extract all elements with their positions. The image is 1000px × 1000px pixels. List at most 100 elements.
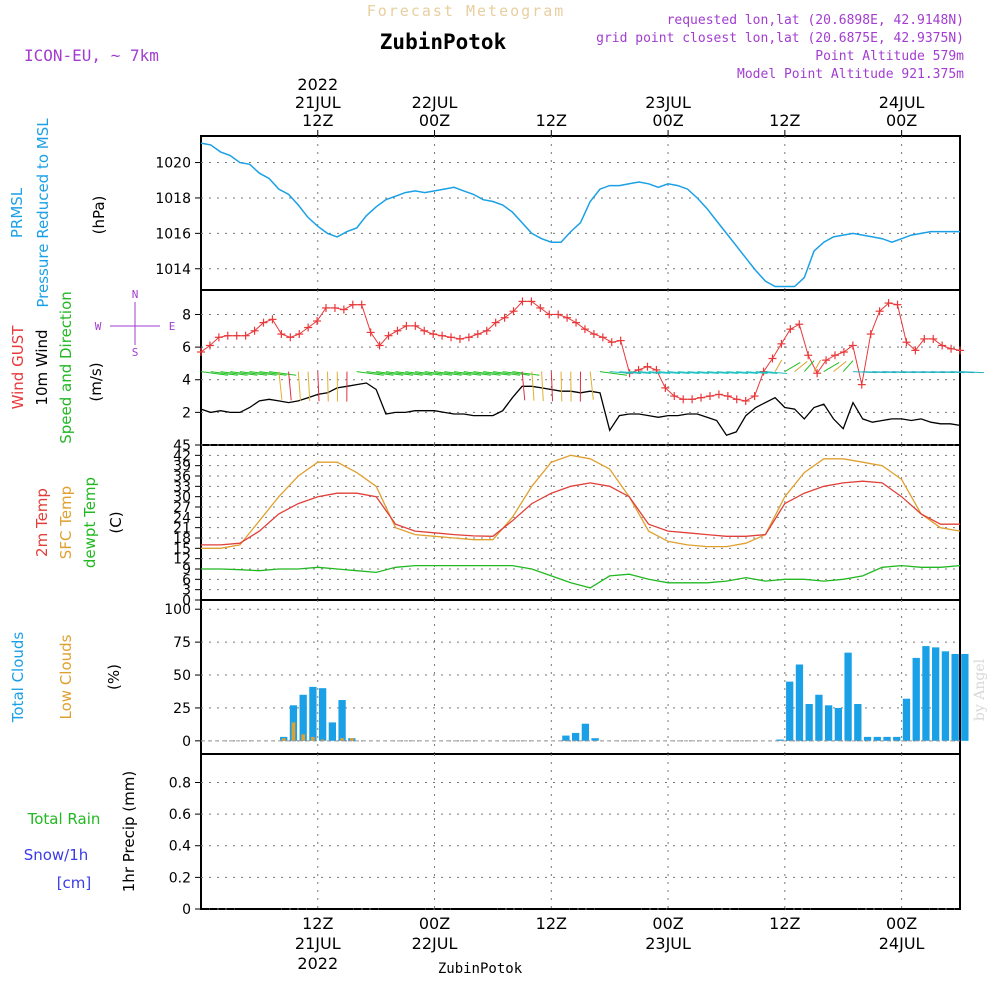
wind-arrow: [560, 371, 563, 402]
panel-frame: [200, 135, 961, 291]
wind-arrow-shaft: [297, 371, 301, 401]
top-tick-label: 00Z: [419, 111, 450, 130]
wind-gust-point: [322, 303, 331, 312]
wind-arrow-shaft: [677, 371, 700, 374]
model-point-altitude: Model Point Altitude 921.375m: [737, 67, 964, 82]
total-cloud-bar: [299, 694, 307, 741]
wind-gust-point: [375, 341, 384, 350]
wind-arrow: [774, 359, 783, 372]
wind-gust-point: [777, 339, 786, 348]
wind-arrow: [609, 371, 632, 374]
wind-arrow-shaft: [803, 360, 815, 372]
wind-arrow: [405, 371, 433, 376]
wind-arrow: [317, 371, 320, 402]
wind-gust-point: [518, 297, 527, 306]
wind-arrow: [492, 371, 521, 376]
wind-arrow: [716, 371, 739, 374]
wind-gust-point: [714, 390, 723, 399]
wind-arrow: [677, 371, 700, 374]
ytick-label: 25: [173, 701, 191, 717]
wind-gust-point: [214, 333, 223, 342]
total-cloud-bar: [912, 657, 920, 741]
top-tick-label: 12Z: [536, 111, 567, 130]
bottom-tick-label: 2022: [297, 954, 338, 973]
total-cloud-bar: [863, 736, 872, 741]
bottom-tick-label: 24JUL: [879, 934, 925, 953]
bottom-tick-label: 22JUL: [412, 934, 458, 953]
wind-gust-point: [902, 338, 911, 347]
wind-arrow: [297, 371, 301, 401]
wind-gust-point: [259, 318, 268, 327]
wind-gust-point: [286, 333, 295, 342]
wind-arrow-shaft: [444, 371, 472, 376]
wind-arrow-shaft: [755, 371, 778, 374]
ylabel-clouds-1: Low Clouds: [57, 634, 75, 719]
wind-arrow: [619, 371, 642, 374]
ytick-label: 36: [173, 469, 191, 485]
wind-arrow: [395, 371, 423, 376]
wind-arrow-shaft: [512, 371, 540, 376]
wind-arrow: [521, 371, 526, 401]
wind-arrow: [210, 371, 238, 376]
wind-gust-point: [911, 346, 920, 355]
wind-gust-point: [589, 330, 598, 339]
ytick-label: 45: [173, 438, 191, 454]
wind-arrow: [415, 371, 443, 376]
wind-arrow: [200, 371, 229, 376]
ylabel-wind-0: Wind GUST: [9, 325, 27, 410]
wind-arrow-shaft: [239, 371, 268, 376]
wind-arrow-shaft: [726, 371, 749, 374]
wind-arrow-shaft: [453, 371, 482, 376]
ylabel-clouds-0: Total Clouds: [9, 632, 27, 724]
t2m-line: [201, 480, 960, 546]
wind-gust-point: [786, 325, 795, 334]
ytick-label: 0: [182, 902, 191, 918]
wind-gust-point: [313, 317, 322, 325]
wind-arrow: [668, 371, 690, 374]
wind-arrow-shaft: [716, 371, 739, 374]
low-cloud-bar: [311, 736, 315, 741]
requested-coords: requested lon,lat (20.6898E, 42.9148N): [667, 13, 964, 28]
wind-gust-point: [607, 338, 616, 347]
precip-side-label-2: [cm]: [57, 874, 92, 892]
panel-precip: 0 0.2 0.4 0.6 0.8: [169, 753, 961, 918]
total-cloud-bar: [318, 688, 327, 741]
wind-gust-point: [455, 334, 464, 343]
wind-arrow-shaft: [259, 371, 287, 376]
ytick-label: 6: [182, 340, 191, 356]
wind-arrow: [629, 371, 651, 374]
wind-gust-point: [384, 331, 393, 340]
wind-arrow: [736, 371, 758, 374]
wind-gust-point: [420, 326, 429, 335]
chart-subtitle: Forecast Meteogram: [367, 2, 566, 20]
wind-arrow-shaft: [541, 371, 544, 402]
ytick-label: 4: [182, 373, 191, 389]
wind-arrow-shaft: [774, 359, 783, 372]
wind-arrow: [269, 371, 297, 376]
wind-arrow: [424, 371, 452, 376]
bottom-tick-label: 12Z: [536, 914, 567, 933]
wind-gust-point: [527, 297, 536, 306]
compass-e: E: [169, 320, 176, 333]
wind-arrow-shaft: [823, 361, 840, 373]
wind-arrow-shaft: [648, 371, 671, 374]
wind-gust-point: [697, 393, 706, 402]
total-cloud-bar: [883, 736, 891, 741]
wind-arrow: [794, 361, 808, 372]
ytick-label: 21: [173, 521, 191, 537]
total-cloud-bar: [932, 647, 940, 741]
wind-series: [197, 297, 984, 436]
wind-arrow-shaft: [784, 361, 801, 373]
ylabel-pressure-0: PRMSL: [8, 187, 26, 238]
wind-arrow: [327, 371, 329, 402]
ytick-label: 2: [182, 405, 191, 421]
ylabel-pressure-2: (hPa): [90, 196, 108, 235]
wind-arrow-shaft: [550, 371, 554, 402]
wind-compass: N S W E: [95, 288, 176, 359]
wind-arrow-shaft: [521, 371, 526, 401]
ylabel-wind-3: (m/s): [87, 362, 105, 401]
ylabel-pressure-1: Pressure Reduced to MSL: [34, 118, 52, 308]
wind-arrow-shaft: [230, 371, 258, 376]
wind-arrow-shaft: [376, 371, 404, 376]
